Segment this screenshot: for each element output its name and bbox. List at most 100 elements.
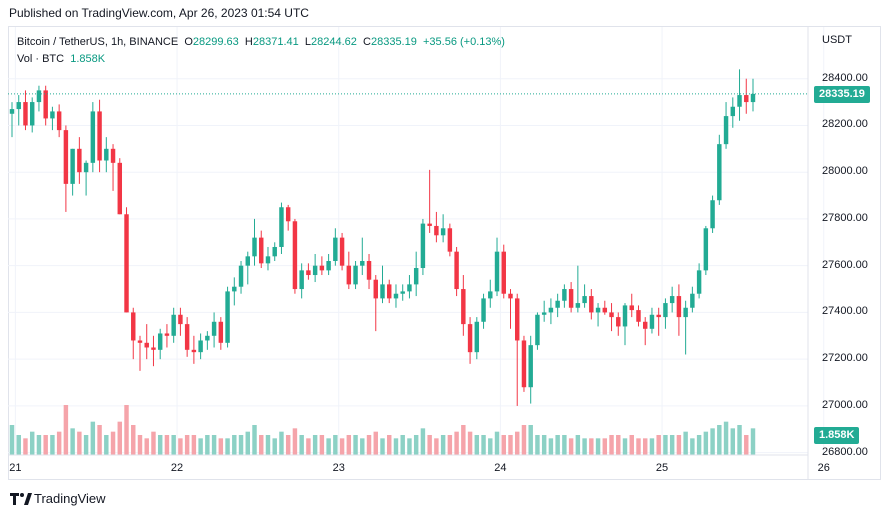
candle-body xyxy=(494,251,500,292)
tradingview-logo-icon xyxy=(10,492,32,506)
volume-label: Vol · BTC xyxy=(17,53,65,65)
volume-bar xyxy=(515,431,520,455)
volume-bar xyxy=(696,435,702,455)
candle xyxy=(602,300,608,315)
footer-brand[interactable]: TradingView xyxy=(10,491,106,506)
candle-body xyxy=(508,293,513,299)
y-tick-label: 28400.00 xyxy=(822,71,868,84)
volume-bar xyxy=(440,435,446,455)
volume-bar xyxy=(326,438,331,455)
volume-bar xyxy=(77,431,82,455)
volume-bar xyxy=(717,425,722,455)
volume-bar xyxy=(63,405,69,455)
volume-bar xyxy=(299,435,304,455)
volume-bar xyxy=(205,435,210,455)
candle xyxy=(737,69,742,121)
candle xyxy=(225,286,230,348)
candle xyxy=(636,305,641,327)
candle-body xyxy=(690,293,695,308)
candle-body xyxy=(474,321,480,353)
candle-body xyxy=(521,340,527,388)
x-tick-label: 21 xyxy=(9,462,22,474)
grid-lines xyxy=(8,27,825,455)
candle xyxy=(265,246,271,271)
candle xyxy=(279,202,284,254)
chart-frame[interactable] xyxy=(8,26,881,480)
candle xyxy=(420,218,426,276)
volume-bar xyxy=(744,435,749,455)
candle-body xyxy=(669,296,675,304)
candle xyxy=(629,293,634,318)
volume-bar xyxy=(29,431,35,455)
candle-body xyxy=(642,321,648,329)
candle xyxy=(649,307,655,334)
volume-bar xyxy=(690,438,695,455)
candle xyxy=(50,106,55,131)
candle xyxy=(427,169,432,233)
x-tick-label: 26 xyxy=(817,462,830,474)
high-value: 28371.41 xyxy=(252,36,299,48)
volume-legend: Vol · BTC 1.858K xyxy=(17,53,105,65)
candle-body xyxy=(649,314,655,329)
candle xyxy=(723,102,729,149)
volume-bar xyxy=(413,435,419,455)
candle xyxy=(568,282,574,313)
volume-bar xyxy=(427,435,432,455)
x-tick-label: 23 xyxy=(332,462,345,474)
candle xyxy=(124,207,129,313)
candle xyxy=(656,307,661,336)
candle-body xyxy=(737,95,742,107)
candle-body xyxy=(218,321,224,343)
candle xyxy=(366,253,372,290)
volume-bar xyxy=(508,435,513,455)
candle xyxy=(131,307,136,360)
volume-bar xyxy=(110,431,116,455)
volume-bar xyxy=(339,438,345,455)
candle xyxy=(710,195,715,233)
candle-body xyxy=(225,291,230,343)
volume-bar xyxy=(541,435,547,455)
candle xyxy=(595,303,601,327)
volume-bar xyxy=(387,435,392,455)
candle-body xyxy=(488,291,493,299)
candle-body xyxy=(541,312,547,315)
volume-bar xyxy=(164,435,170,455)
candle xyxy=(515,293,520,406)
candle xyxy=(616,312,621,336)
candle xyxy=(582,284,587,308)
candle-body xyxy=(265,256,271,264)
volume-bar xyxy=(56,431,62,455)
volume-bar xyxy=(117,421,123,455)
candle-body xyxy=(319,265,325,271)
candle xyxy=(144,324,149,360)
volume-bar xyxy=(474,435,480,455)
candle-body xyxy=(279,207,284,247)
candle xyxy=(56,104,62,138)
candle-body xyxy=(259,237,264,264)
candle-body xyxy=(413,268,419,285)
change-value: +35.56 (+0.13%) xyxy=(422,36,505,48)
volume-bar xyxy=(602,438,608,455)
candle xyxy=(360,237,365,276)
candle-body xyxy=(252,237,257,257)
candle-body xyxy=(750,93,756,103)
candle-body xyxy=(568,289,574,308)
candle xyxy=(36,85,42,112)
volume-bar xyxy=(535,435,540,455)
symbol-label: Bitcoin / TetherUS, 1h, BINANCE xyxy=(17,36,179,48)
candle xyxy=(609,303,614,332)
candle xyxy=(252,218,257,266)
candle xyxy=(703,225,709,276)
candle-body xyxy=(636,310,641,322)
candle xyxy=(474,317,480,360)
candle-body xyxy=(137,340,143,343)
volume-bar xyxy=(50,435,55,455)
volume-bar xyxy=(259,435,264,455)
ohlc-legend: Bitcoin / TetherUS, 1h, BINANCE O28299.6… xyxy=(17,36,505,48)
open-value: 28299.63 xyxy=(192,36,239,48)
volume-bar xyxy=(360,438,365,455)
candle-body xyxy=(595,307,601,313)
candle xyxy=(548,298,554,325)
volume-bar xyxy=(285,435,291,455)
